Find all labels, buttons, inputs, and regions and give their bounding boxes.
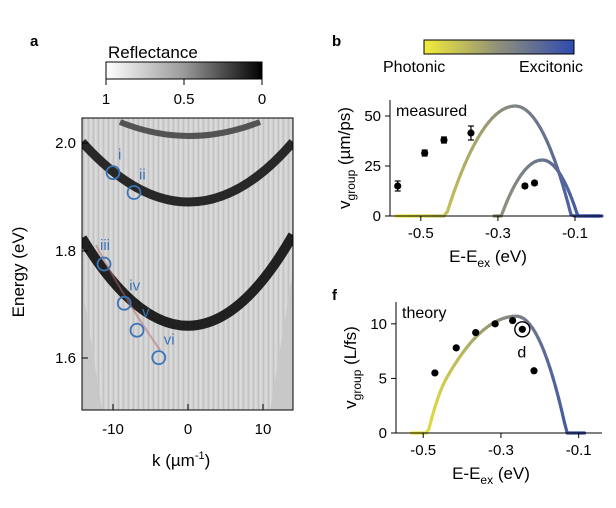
theory-curve-segment: [430, 406, 437, 420]
y-tick-label: 2.0: [55, 135, 76, 152]
inset-label: measured: [396, 103, 467, 120]
x-tick-label: 10: [255, 421, 272, 438]
y-tick-label: 0: [379, 425, 387, 442]
theory-curve-segment: [452, 180, 460, 193]
data-point: [518, 325, 526, 333]
panel-a-letter: a: [30, 33, 39, 50]
legend-excitonic: Excitonic: [519, 59, 583, 76]
x-tick-label: -0.3: [485, 225, 511, 242]
mode-marker-label: i: [118, 147, 121, 164]
data-point: [521, 182, 529, 190]
mode-marker-circle: [126, 185, 142, 200]
mode-marker-label: iv: [129, 277, 140, 294]
theory-curve-segment: [449, 189, 456, 203]
data-point: [431, 369, 439, 377]
theory-curve-segment: [562, 188, 570, 204]
theory-curve-segment: [548, 366, 555, 379]
y-tick-label: 0: [373, 208, 381, 225]
panel-f: f -0.5 -0.3 -0.1 0 5 10 E-Eex (eV) vgroup (L/fs…: [332, 287, 602, 487]
lower-polariton-band: [82, 232, 293, 331]
mode-marker-label: v: [142, 304, 150, 321]
upper-polariton-band: [118, 119, 262, 139]
theory-curve-segment: [554, 385, 561, 400]
y-axis-label: vgroup (L/fs): [341, 326, 364, 409]
theory-curve-segment: [559, 408, 566, 424]
mode-marker-label: iii: [100, 237, 110, 254]
plot-f: -0.5 -0.3 -0.1 0 5 10 E-Eex (eV) vgroup (L/fs) t…: [341, 302, 602, 487]
theory-curve-segment: [445, 199, 453, 214]
x-tick-label: -0.1: [566, 442, 592, 459]
x-tick-label: -0.5: [408, 225, 434, 242]
mode-marker-label: vi: [164, 332, 175, 349]
y-tick-label: 1.6: [55, 350, 76, 367]
data-point: [467, 129, 475, 137]
y-tick-label: 10: [370, 316, 387, 333]
theory-curve-segment: [427, 416, 434, 431]
y-tick-label: 1.8: [55, 243, 76, 260]
panel-a: a Reflectance 1 0.5 0: [9, 33, 294, 470]
middle-polariton-band: [82, 138, 293, 207]
highlight-circle: [514, 321, 531, 338]
x-tick-label: 0: [184, 421, 192, 438]
mode-marker-circle: [116, 295, 132, 311]
mode-marker-label: ii: [139, 166, 146, 183]
colorbar-title: Reflectance: [108, 43, 198, 62]
theory-curve-segment: [556, 396, 564, 412]
x-tick-label: -0.5: [410, 442, 436, 459]
x-tick-label: -10: [102, 421, 124, 438]
x-axis-label: E-Eex (eV): [449, 247, 527, 270]
data-point: [452, 344, 460, 352]
colorbar-tick-label: 1: [102, 91, 110, 108]
theory-curve-segment: [551, 375, 558, 389]
mode-marker-circle: [151, 350, 167, 366]
data-point: [530, 367, 538, 375]
photonic-excitonic-colorbar: [423, 39, 575, 55]
reflectance-colorbar: Reflectance 1 0.5 0: [102, 43, 266, 108]
colorbar-tick-label: 0.5: [174, 91, 195, 108]
image-measured-region: [82, 118, 293, 410]
theory-curve-segment: [559, 176, 566, 192]
theory-curve-segment: [562, 420, 569, 435]
data-point: [440, 136, 448, 144]
data-point: [491, 320, 499, 328]
panel-b-letter: b: [332, 33, 341, 50]
y-axis-label: vgroup (µm/ps): [335, 107, 358, 209]
panel-a-axes: -10 0 10 2.0 1.8 1.6 k (µm-1) Energy (eV…: [9, 135, 271, 470]
dispersion-image: [82, 118, 293, 410]
inset-label: theory: [402, 305, 446, 322]
mode-marker-circle: [96, 256, 112, 272]
mode-marker-circle: [129, 322, 145, 338]
data-point: [394, 182, 402, 190]
theory-curve-segment: [552, 156, 559, 170]
panel-f-letter: f: [332, 287, 338, 304]
x-axis-label: k (µm-1): [152, 450, 210, 470]
mode-marker-circle: [105, 165, 121, 180]
plot-b: -0.5 -0.3 -0.1 0 25 50 E-Eex (eV) vgroup (µm/ps…: [335, 100, 604, 270]
x-tick-label: -0.3: [488, 442, 514, 459]
y-tick-label: 50: [364, 108, 381, 125]
colorbar-gradient: [105, 61, 263, 80]
panel-b: b Photonic Excitonic -0.5 -0.3 -0.1 0 25 50 E-…: [332, 33, 604, 270]
point-annotation: d: [517, 344, 526, 361]
x-axis-label: E-Eex (eV): [452, 464, 530, 487]
data-point: [509, 316, 517, 325]
theory-curve-segment: [566, 200, 573, 217]
legend-photonic: Photonic: [383, 59, 445, 76]
y-axis-label: Energy (eV): [9, 227, 28, 318]
y-tick-label: 5: [379, 370, 387, 387]
data-point: [530, 179, 539, 187]
y-tick-label: 25: [364, 158, 381, 175]
x-tick-label: -0.1: [562, 225, 588, 242]
data-point: [472, 328, 480, 337]
colorbar-tick-label: 0: [258, 91, 266, 108]
data-point: [421, 149, 429, 157]
